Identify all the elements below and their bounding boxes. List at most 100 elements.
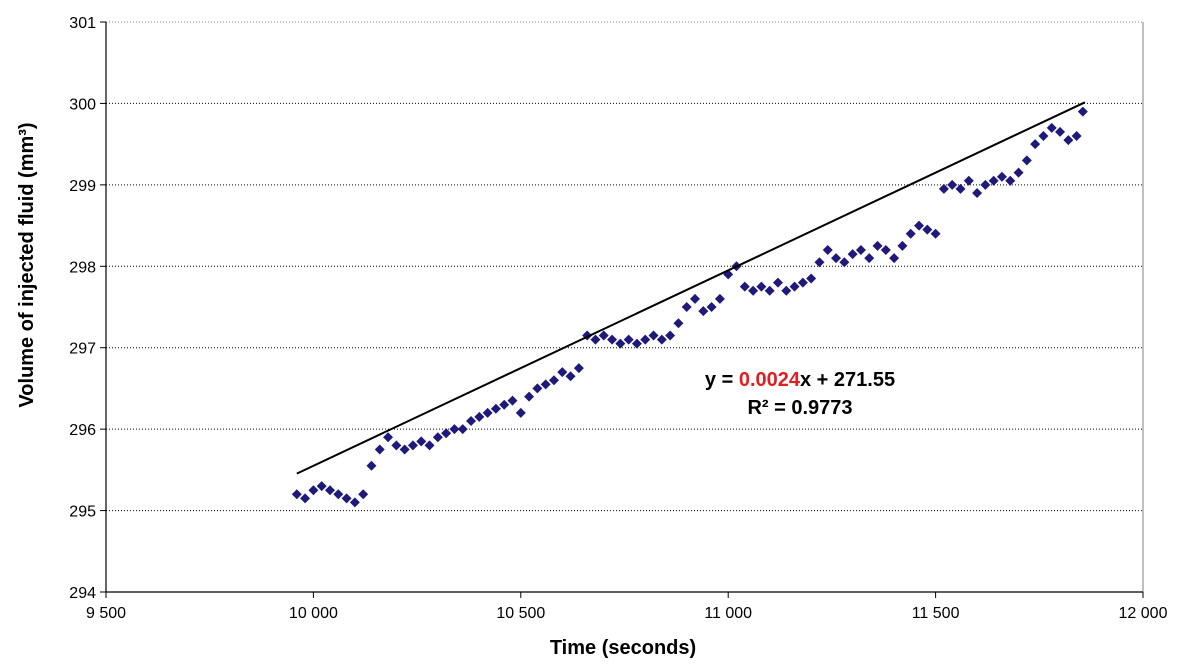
data-point [615,338,626,349]
data-point [880,245,891,255]
data-point [349,497,360,508]
equation-slope: 0.0024 [739,369,801,391]
equation-prefix: y = [705,369,739,391]
data-point [789,281,800,292]
data-point [814,257,825,268]
y-tick-label: 295 [69,504,96,521]
data-point [300,493,311,504]
data-point [839,257,850,268]
data-point [914,220,925,231]
data-point [457,424,468,435]
data-point [366,460,377,471]
data-point [797,277,808,288]
data-point [1046,122,1057,133]
data-point [391,440,402,451]
data-point [764,285,775,296]
data-point [1038,131,1049,141]
data-point [374,444,385,455]
data-point [938,183,949,194]
data-point [681,302,692,312]
data-point [1055,126,1066,137]
data-point [905,228,916,239]
data-point [441,428,452,439]
trendline-equation: y = 0.0024x + 271.55 [705,369,895,391]
data-point [623,334,634,345]
data-point [1021,155,1032,166]
data-point [324,485,335,496]
data-point [557,367,568,378]
data-point [407,440,418,451]
y-tick-labels: 294 295 296 297 298 299 300 301 [69,15,96,602]
data-point [656,334,667,345]
data-point [383,432,394,443]
y-tick-label: 301 [69,15,96,32]
data-point [963,175,974,186]
data-point [772,277,783,288]
data-point [640,334,651,345]
data-point [864,253,875,264]
axes [100,21,1144,598]
data-point [698,306,709,317]
y-tick-label: 300 [69,96,96,113]
data-point [897,240,908,251]
data-point [996,171,1007,182]
data-point [1071,131,1082,141]
data-point [822,245,833,255]
data-point [930,228,941,239]
data-point [739,281,750,292]
data-point [607,334,618,345]
data-point [648,330,659,341]
data-point [972,188,983,198]
data-point [706,302,717,312]
data-point [482,407,493,418]
y-tick-label: 298 [69,259,96,276]
data-point [1030,139,1041,150]
data-point [565,371,576,382]
data-point [855,245,866,255]
data-point [673,318,684,329]
data-point [291,489,302,500]
x-tick-label: 11 000 [704,605,752,622]
data-point [980,179,991,190]
x-tick-label: 12 000 [1119,605,1168,622]
data-point [1077,106,1088,117]
y-tick-label: 299 [69,178,96,195]
data-point [358,489,369,500]
x-tick-labels: 9 500 10 000 10 500 11 000 11 500 12 000 [86,605,1168,622]
y-tick-label: 297 [69,341,96,358]
data-point [1063,135,1074,146]
data-point [847,249,858,260]
data-point [515,407,526,418]
data-point [573,363,584,374]
data-point [466,416,477,426]
data-point [499,399,510,410]
trendline [296,101,1086,475]
data-point [665,330,676,341]
data-point [424,440,435,451]
data-point [524,391,535,402]
data-point [598,330,609,341]
data-point [316,481,327,492]
equation-suffix: x + 271.55 [800,369,895,391]
x-tick-label: 10 500 [496,605,545,622]
data-points [291,106,1088,508]
data-point [631,338,642,349]
data-point [889,253,900,264]
data-point [947,179,958,190]
x-tick-label: 10 000 [289,605,338,622]
data-point [1005,175,1016,186]
data-point [690,293,701,304]
x-tick-label: 9 500 [86,605,126,622]
trendline-group [296,101,1086,475]
data-point [548,375,559,386]
x-axis-title: Time (seconds) [550,637,696,659]
y-tick-label: 296 [69,422,96,439]
data-point [399,444,410,455]
data-point [955,183,966,194]
data-point [540,379,551,390]
data-point [474,411,485,422]
data-point [333,489,344,500]
y-axis-title: Volume of injected fluid (mm³) [16,122,38,407]
data-point [341,493,352,504]
